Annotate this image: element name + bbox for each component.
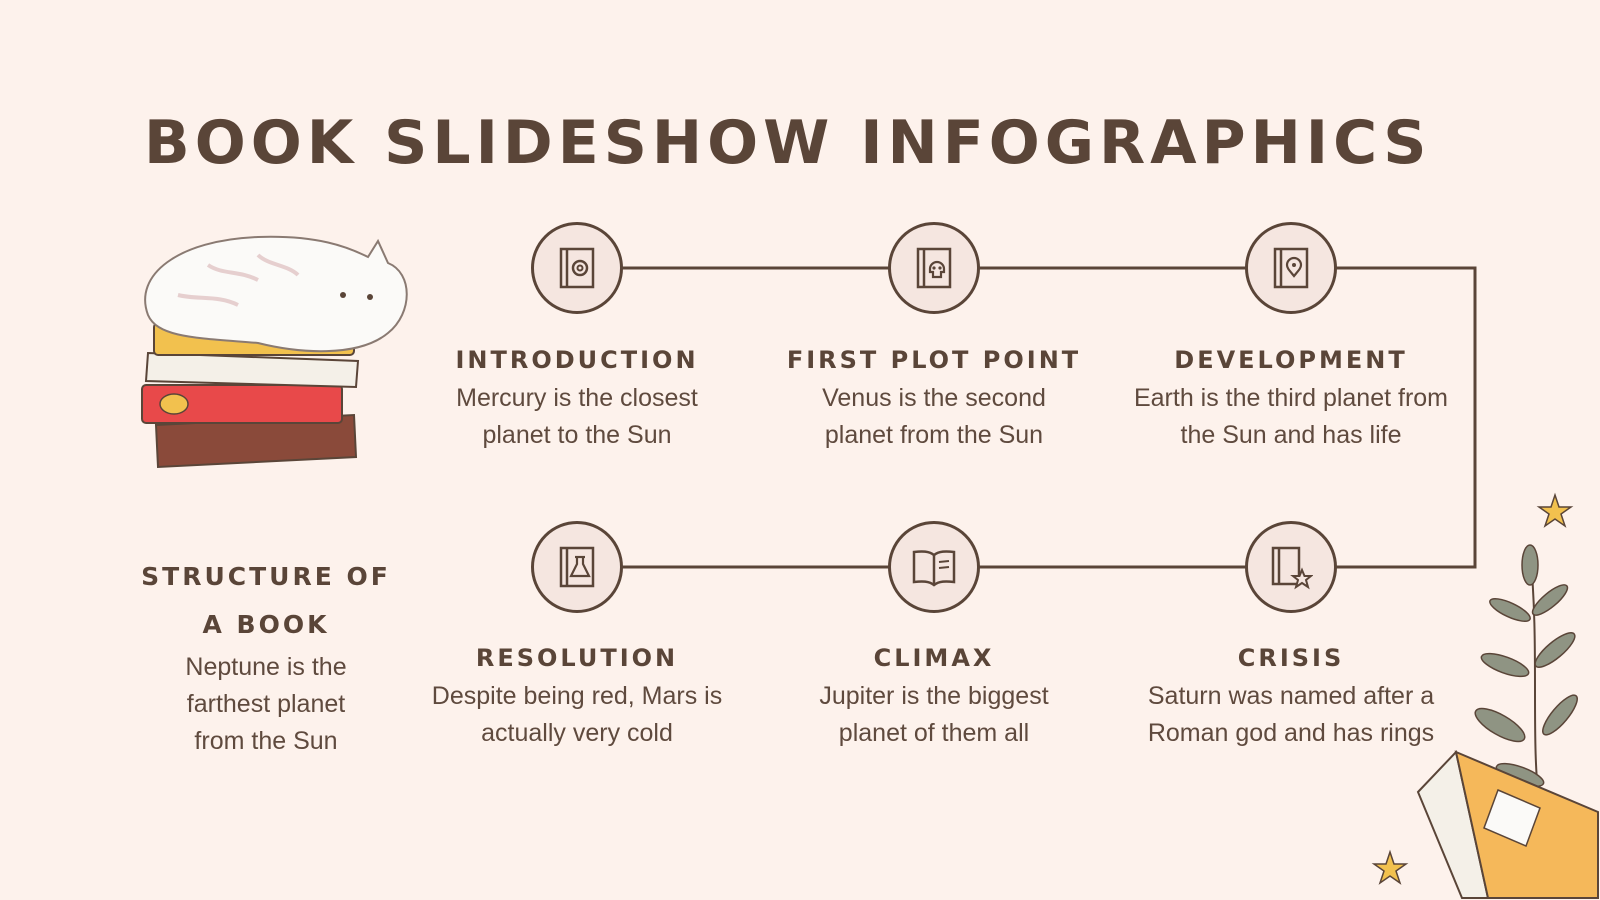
book-at-icon [559,247,595,289]
step-first-plot-point: FIRST PLOT POINT Venus is the second pla… [764,340,1104,454]
step-heading: CLIMAX [873,644,995,672]
node-development [1245,222,1337,314]
step-climax: CLIMAX Jupiter is the biggest planet of … [764,638,1104,752]
step-heading: DEVELOPMENT [1174,346,1408,374]
star-icon [1536,492,1574,528]
step-text: Despite being red, Mars is actually very… [431,682,723,747]
step-text: Saturn was named after a Roman god and h… [1147,682,1435,747]
node-climax [888,521,980,613]
step-heading: INTRODUCTION [455,346,699,374]
plant-book-illustration [1371,492,1599,899]
step-heading: RESOLUTION [475,644,679,672]
page-title: BOOK SLIDESHOW INFOGRAPHICS [144,108,1432,178]
book-skull-icon [916,247,952,289]
step-text: Mercury is the closest planet to the Sun [456,384,698,449]
node-introduction [531,222,623,314]
star-icon [1371,849,1409,885]
intro-text: Neptune is the farthest planet from the … [185,653,347,755]
book-star-icon [1271,546,1313,590]
intro-heading-line1: STRUCTURE OF [141,562,391,591]
step-resolution: RESOLUTION Despite being red, Mars is ac… [407,638,747,752]
step-text: Earth is the third planet from the Sun a… [1133,384,1449,449]
node-resolution [531,521,623,613]
node-first-plot-point [888,222,980,314]
intro-heading-line2: A BOOK [202,610,330,639]
step-introduction: INTRODUCTION Mercury is the closest plan… [407,340,747,454]
structure-intro: STRUCTURE OF A BOOK Neptune is the farth… [116,553,416,760]
cat-on-books-illustration [141,235,408,469]
node-crisis [1245,521,1337,613]
book-flask-icon [559,546,595,588]
step-text: Venus is the second planet from the Sun [822,384,1046,449]
open-book-icon [912,550,956,587]
step-development: DEVELOPMENT Earth is the third planet fr… [1111,340,1471,454]
book-location-icon [1273,247,1309,289]
step-heading: CRISIS [1237,644,1345,672]
step-heading: FIRST PLOT POINT [786,346,1082,374]
step-text: Jupiter is the biggest planet of them al… [819,682,1049,747]
step-crisis: CRISIS Saturn was named after a Roman go… [1106,638,1476,752]
